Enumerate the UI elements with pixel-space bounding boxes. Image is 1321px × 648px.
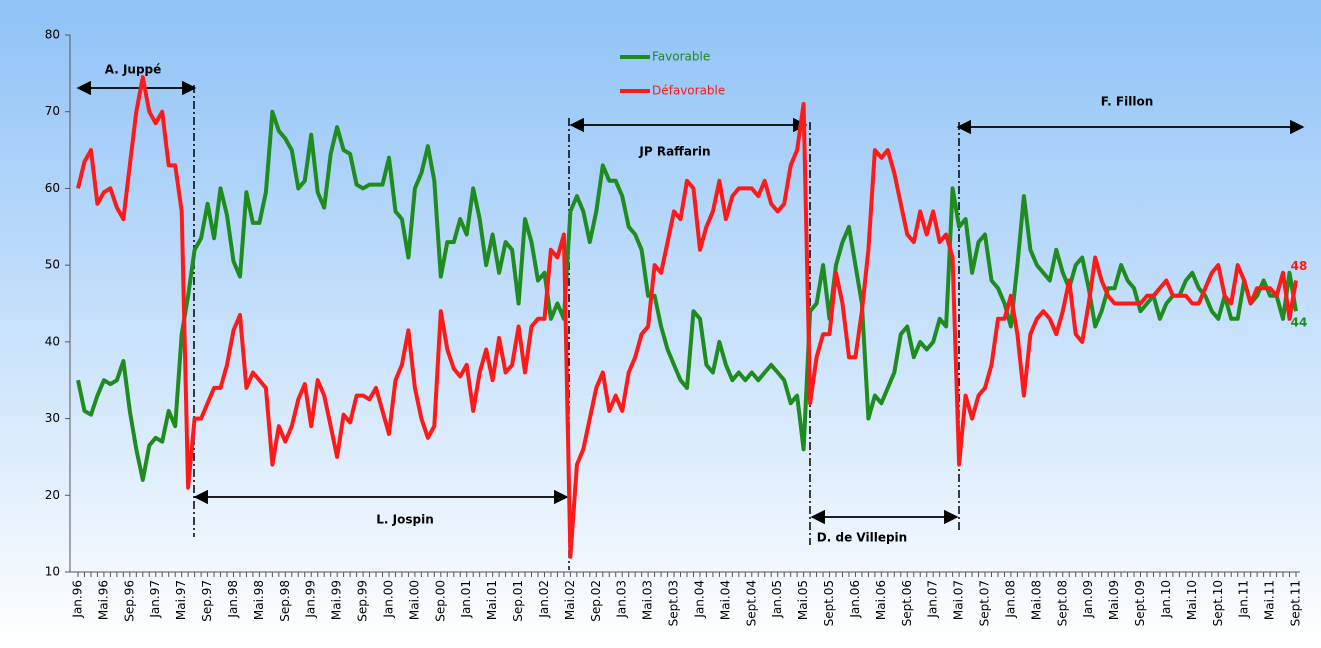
x-tick-label: Jan.01 (459, 580, 473, 619)
x-tick-label: Mai.07 (952, 580, 966, 620)
x-tick-label: Mai.02 (563, 580, 577, 620)
x-tick-label: Mai.06 (874, 580, 888, 620)
period-label: JP Raffarin (638, 145, 710, 159)
x-tick-label: Sept.06 (900, 580, 914, 626)
end-value-label: 48 (1291, 259, 1308, 273)
x-tick-label: Mai.10 (1185, 580, 1199, 620)
x-tick-label: Mai.05 (796, 580, 810, 620)
x-tick-label: Sep.97 (200, 580, 214, 622)
y-tick-label: 40 (45, 334, 60, 348)
x-tick-label: Sept.05 (822, 580, 836, 626)
x-tick-label: Jan.97 (148, 580, 162, 619)
x-tick-label: Jan.06 (848, 580, 862, 619)
x-tick-label: Sept.10 (1211, 580, 1225, 626)
x-tick-label: Mai.01 (485, 580, 499, 620)
x-tick-label: Jan.11 (1237, 580, 1251, 619)
x-tick-label: Jan.05 (770, 580, 784, 619)
x-tick-label: Jan.00 (381, 580, 395, 619)
period-label: F. Fillon (1101, 95, 1154, 109)
y-tick-label: 60 (45, 181, 60, 195)
x-tick-label: Sept.04 (744, 580, 758, 626)
x-tick-label: Sep.01 (511, 580, 525, 622)
y-tick-label: 20 (45, 488, 60, 502)
y-tick-label: 10 (45, 565, 60, 579)
x-tick-label: Jan.10 (1159, 580, 1173, 619)
x-tick-label: Mai.98 (252, 580, 266, 620)
x-tick-label: Jan.04 (692, 580, 706, 619)
x-tick-label: Sep.98 (278, 580, 292, 622)
x-tick-label: Jan.98 (226, 580, 240, 619)
x-tick-label: Mai.09 (1107, 580, 1121, 620)
x-tick-label: Mai.99 (330, 580, 344, 620)
series-line (76, 109, 1298, 482)
x-tick-label: Mai.97 (174, 580, 188, 620)
end-value-label: 44 (1291, 316, 1308, 330)
y-tick-label: 50 (45, 258, 60, 272)
period-label: L. Jospin (376, 513, 433, 527)
x-tick-label: Mai.96 (96, 580, 110, 620)
x-tick-label: Sep.96 (122, 580, 136, 622)
x-tick-label: Mai.11 (1263, 580, 1277, 620)
x-tick-label: Jan.96 (71, 580, 85, 619)
y-tick-label: 80 (45, 28, 60, 42)
x-tick-label: Sept.07 (978, 580, 992, 626)
x-tick-label: Jan.07 (926, 580, 940, 619)
x-tick-label: Mai.00 (407, 580, 421, 620)
x-tick-label: Sep.00 (433, 580, 447, 622)
x-tick-label: Mai.03 (641, 580, 655, 620)
x-tick-label: Jan.99 (304, 580, 318, 619)
x-tick-label: Sep.02 (589, 580, 603, 622)
x-tick-label: Sept.09 (1133, 580, 1147, 626)
x-tick-label: Sept.11 (1289, 580, 1303, 626)
x-tick-label: Sept.03 (667, 580, 681, 626)
x-tick-label: Jan.09 (1081, 580, 1095, 619)
y-tick-label: 30 (45, 411, 60, 425)
legend-label: Défavorable (652, 84, 725, 98)
x-tick-label: Jan.02 (537, 580, 551, 619)
series-line (76, 75, 1298, 559)
x-tick-label: Sep.99 (356, 580, 370, 622)
x-tick-label: Mai.08 (1029, 580, 1043, 620)
x-tick-label: Jan.03 (615, 580, 629, 619)
x-tick-label: Jan.08 (1003, 580, 1017, 619)
y-tick-label: 70 (45, 104, 60, 118)
period-label: A. Juppé (105, 63, 162, 77)
legend-label: Favorable (652, 50, 710, 64)
x-tick-label: Mai.04 (718, 580, 732, 620)
period-label: D. de Villepin (817, 531, 907, 545)
x-tick-label: Sept.08 (1055, 580, 1069, 626)
